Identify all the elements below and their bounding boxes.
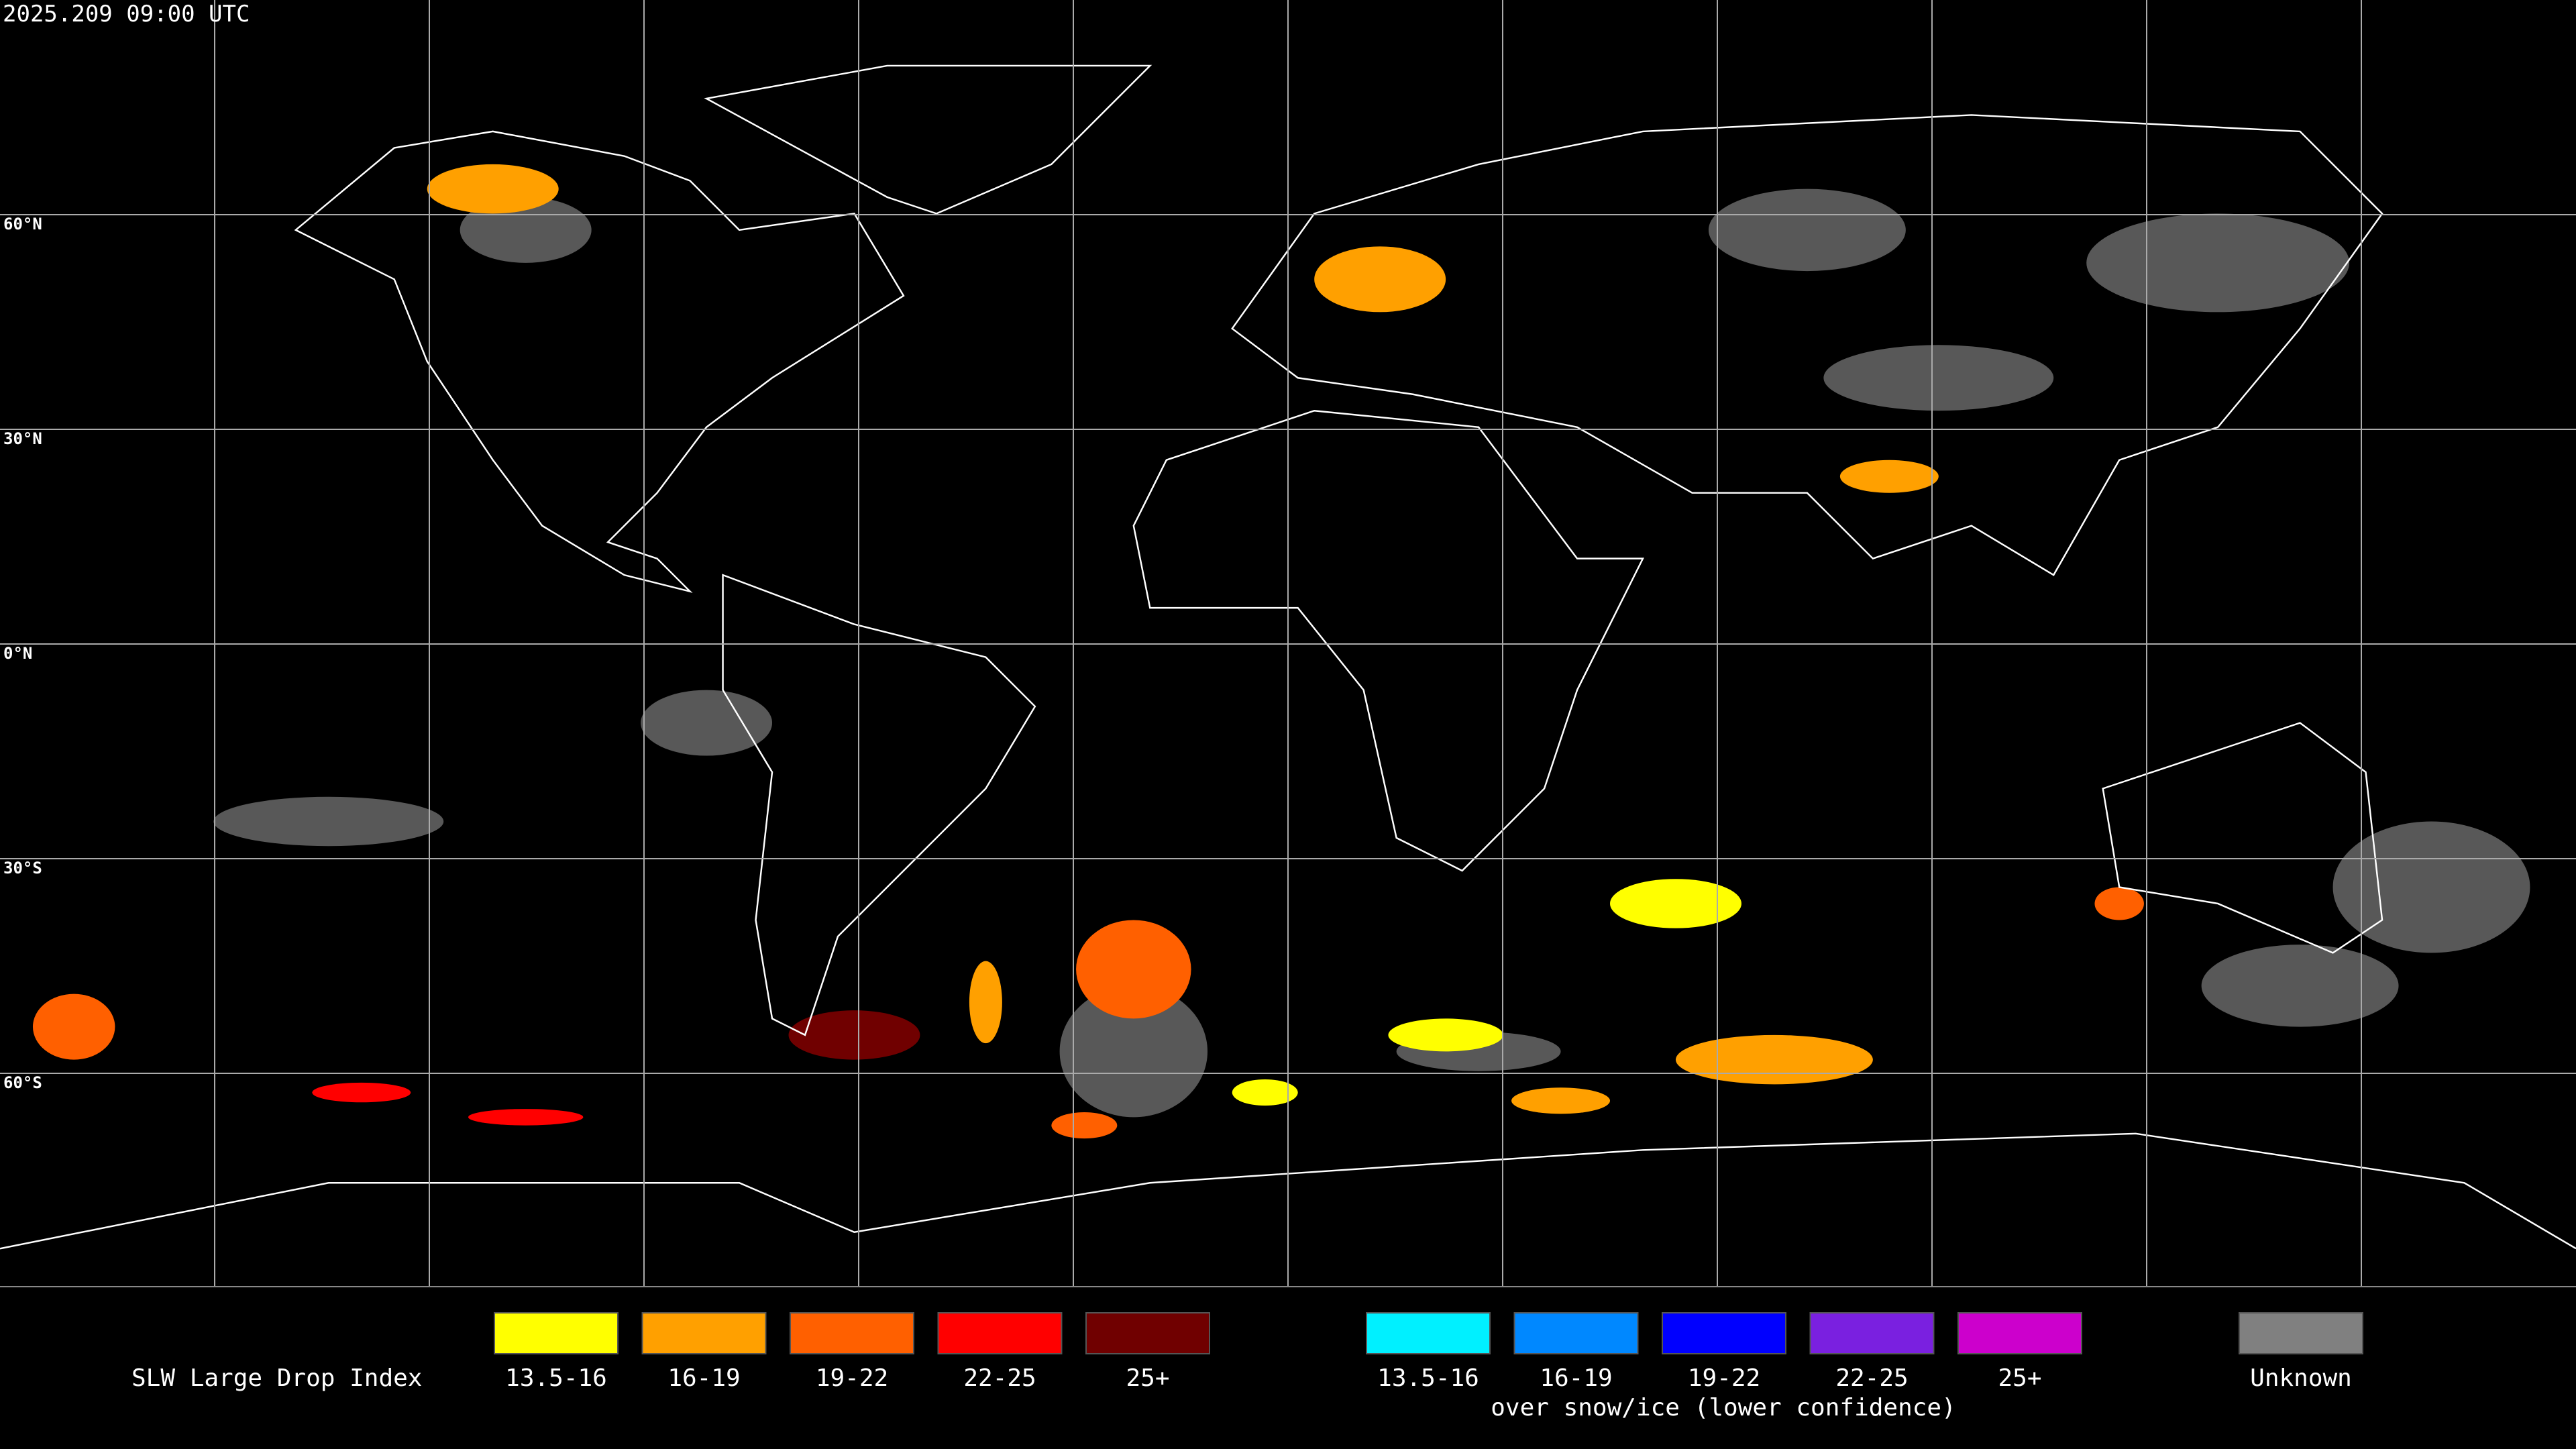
- legend-swatch: [937, 1312, 1063, 1354]
- latitude-label: 30°S: [3, 859, 42, 877]
- legend-swatch: [641, 1312, 767, 1354]
- legend-label: 13.5-16: [1377, 1364, 1479, 1392]
- legend-label: Unknown: [2250, 1364, 2352, 1392]
- legend-label: 16-19: [1540, 1364, 1612, 1392]
- legend-swatch: [1366, 1312, 1491, 1354]
- legend-label: 25+: [1998, 1364, 2041, 1392]
- legend-swatch: [1809, 1312, 1935, 1354]
- legend-swatch: [2239, 1312, 2363, 1354]
- legend-label: 19-22: [816, 1364, 888, 1392]
- drop-index-patches: [32, 164, 2144, 1139]
- latitude-label: 0°N: [3, 644, 32, 663]
- legend-label: 22-25: [1835, 1364, 1908, 1392]
- imagery: [0, 64, 2576, 1250]
- latitude-label: 60°S: [3, 1073, 42, 1092]
- legend-swatch: [1513, 1312, 1639, 1354]
- legend-title: SLW Large Drop Index: [131, 1364, 422, 1392]
- latitude-label: 60°N: [3, 215, 42, 233]
- legend-swatch: [1957, 1312, 2082, 1354]
- legend-swatch: [494, 1312, 619, 1354]
- legend-note: over snow/ice (lower confidence): [1491, 1394, 1956, 1421]
- legend-swatch: [790, 1312, 914, 1354]
- legend-label: 22-25: [963, 1364, 1036, 1392]
- legend-label: 25+: [1126, 1364, 1169, 1392]
- graticule: [0, 0, 2576, 1287]
- legend-label: 19-22: [1688, 1364, 1760, 1392]
- legend-swatch: [1662, 1312, 1786, 1354]
- legend-label: 13.5-16: [505, 1364, 607, 1392]
- latitude-label: 30°N: [3, 429, 42, 448]
- unknown-patches: [213, 189, 2530, 1118]
- timestamp: 2025.209 09:00 UTC: [3, 1, 250, 28]
- legend-label: 16-19: [667, 1364, 740, 1392]
- coastlines: [0, 64, 2576, 1250]
- legend-swatch: [1085, 1312, 1210, 1354]
